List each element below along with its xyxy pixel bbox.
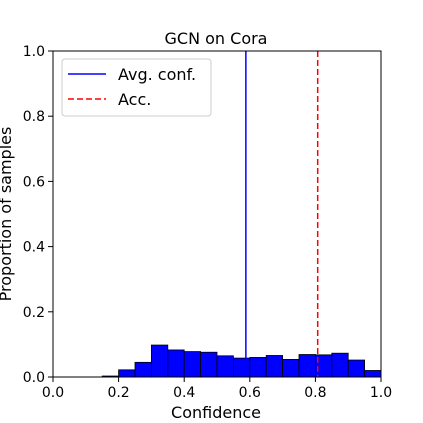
plot-frame [52, 50, 382, 378]
histogram-bar [249, 357, 267, 378]
legend-label: Avg. conf. [118, 65, 196, 84]
histogram-bar [134, 361, 152, 378]
x-tick-label: 1.0 [370, 385, 392, 401]
y-axis-label: Proportion of samples [0, 127, 15, 302]
legend-label: Acc. [118, 90, 151, 109]
x-tick-label: 0.8 [304, 385, 326, 401]
y-tick-label: 0.2 [23, 305, 45, 321]
histogram-bar [265, 355, 284, 378]
histogram-bar [118, 369, 136, 378]
y-axis-ticks: 0.0 0.2 0.4 0.6 0.8 1.0 [23, 44, 53, 386]
histogram-bar [347, 359, 366, 378]
histogram-bar [216, 355, 234, 378]
x-tick-label: 0.4 [173, 385, 195, 401]
x-tick-label: 0.2 [107, 385, 129, 401]
y-tick-label: 0.6 [23, 174, 45, 190]
x-axis-label: Confidence [171, 403, 261, 422]
histogram-bar [232, 357, 251, 378]
chart-title: GCN on Cora [165, 29, 268, 48]
histogram-bar [364, 370, 382, 378]
histogram-bar [183, 351, 201, 378]
y-tick-label: 1.0 [23, 44, 45, 60]
histogram-bar [167, 349, 185, 378]
x-tick-label: 0.6 [239, 385, 261, 401]
bars-group [101, 344, 382, 378]
legend: Avg. conf. Acc. [61, 58, 212, 117]
x-axis-ticks: 0.0 0.2 0.4 0.6 0.8 1.0 [42, 377, 392, 401]
histogram-bar [150, 344, 169, 378]
histogram-bar [298, 354, 316, 378]
histogram-bar [282, 358, 300, 378]
x-tick-label: 0.0 [42, 385, 64, 401]
y-tick-label: 0.0 [23, 370, 45, 386]
y-tick-label: 0.8 [23, 109, 45, 125]
histogram-bar [331, 352, 349, 378]
y-tick-label: 0.4 [23, 240, 45, 256]
reference-lines [245, 51, 319, 377]
histogram-bar [200, 351, 218, 378]
